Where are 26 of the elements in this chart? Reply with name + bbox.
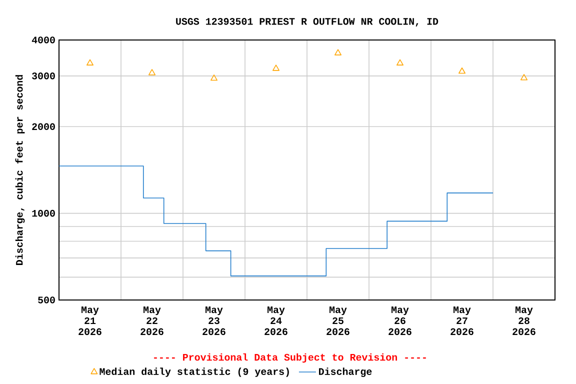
x-tick-label: May 28 2026: [512, 306, 536, 336]
point: [148, 69, 156, 76]
x-tick-label: May 26 2026: [388, 306, 412, 336]
point: [520, 74, 528, 80]
point: [396, 59, 404, 66]
point: [334, 49, 342, 56]
point: [458, 67, 466, 74]
x-tick-label: May 22 2026: [140, 306, 164, 336]
x-tick-label: May 24 2026: [264, 306, 288, 336]
x-tick-label: May 25 2026: [326, 306, 350, 336]
text: ---- Provisional Data Subject to Revision ----: [154, 353, 426, 363]
y-axis-title: Discharge, cubic feet per second: [15, 75, 25, 265]
y-tick-label: 1000: [32, 210, 55, 217]
legend-label: Median daily statistic (9 years): [100, 368, 289, 377]
x-tick-label: May 21 2026: [78, 306, 102, 336]
legend-label: Discharge: [319, 368, 372, 377]
x-tick-label: May 23 2026: [202, 306, 226, 336]
y-tick-label: 2000: [32, 123, 55, 130]
point: [86, 59, 94, 66]
point: [272, 64, 280, 71]
y-tick-label: 500: [38, 296, 55, 304]
chart-title: USGS 12393501 PRIEST R OUTFLOW NR COOLIN, ID: [176, 18, 438, 26]
x-tick-label: May 27 2026: [450, 306, 474, 336]
y-tick-label: 3000: [32, 72, 55, 80]
point: [210, 74, 218, 81]
y-tick-label: 4000: [32, 36, 55, 44]
